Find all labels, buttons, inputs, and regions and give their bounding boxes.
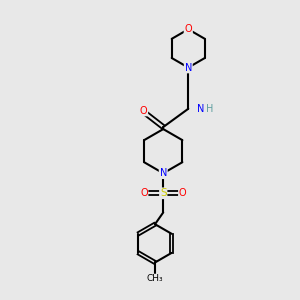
Text: O: O: [179, 188, 187, 198]
Text: NH: NH: [196, 104, 211, 114]
Text: N: N: [184, 63, 192, 73]
Text: S: S: [160, 188, 166, 198]
Text: H: H: [206, 104, 213, 114]
Text: CH₃: CH₃: [147, 274, 163, 284]
Text: O: O: [140, 106, 147, 116]
Text: N: N: [160, 168, 167, 178]
Text: O: O: [140, 188, 148, 198]
Text: O: O: [184, 24, 192, 34]
